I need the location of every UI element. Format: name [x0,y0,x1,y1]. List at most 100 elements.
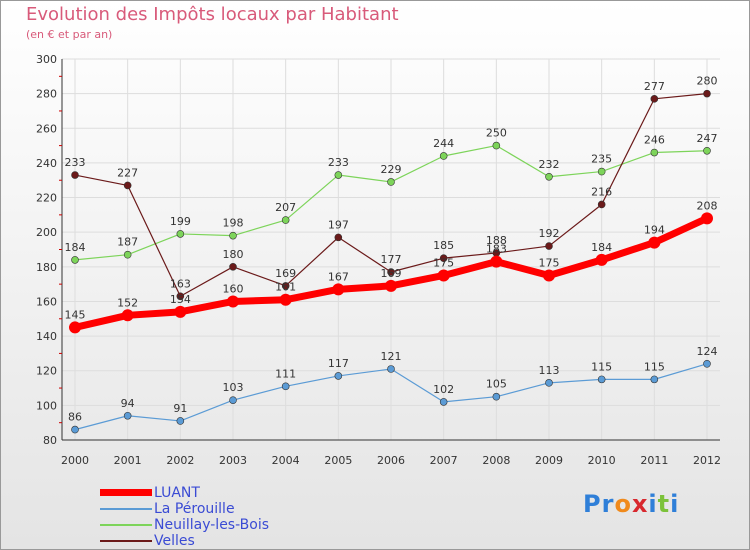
data-point [492,141,501,150]
data-point [597,375,606,384]
data-point [281,216,290,224]
y-tick-label: 260 [36,122,57,135]
data-label: 94 [121,397,135,410]
data-label: 161 [275,281,296,294]
data-point [439,398,448,406]
data-label: 216 [591,185,612,198]
data-label: 113 [539,364,560,377]
data-point [650,148,659,157]
logo-letter: i [670,490,680,518]
data-point [229,263,237,271]
data-point [121,309,134,322]
data-point [385,279,397,292]
data-point [334,372,343,380]
y-tick-label: 220 [36,192,57,205]
x-tick-label: 2008 [482,454,510,467]
data-point [71,171,79,179]
data-label: 152 [117,296,138,309]
proxiti-logo: Proxiti [583,490,679,518]
data-label: 86 [68,411,82,424]
data-label: 102 [433,383,454,396]
data-point [545,242,553,250]
y-tick-label: 100 [36,399,57,412]
data-point [123,250,132,259]
y-tick-label: 180 [36,261,57,274]
data-label: 197 [328,218,349,231]
data-label: 233 [328,156,349,169]
data-label: 227 [117,166,138,179]
data-label: 121 [381,350,402,363]
x-tick-label: 2000 [61,454,89,467]
data-point [543,269,555,282]
y-tick-label: 200 [36,226,57,239]
chart-title: Evolution des Impôts locaux par Habitant [26,4,399,25]
data-point [387,268,395,276]
data-point [492,392,501,401]
x-tick-label: 2001 [114,454,142,467]
data-point [123,181,132,190]
data-label: 163 [170,277,191,290]
data-point [545,379,553,387]
data-label: 154 [170,293,191,306]
data-point [334,233,343,242]
x-tick-label: 2011 [640,454,668,467]
legend-swatch [100,524,152,526]
legend-swatch [100,540,152,542]
data-label: 105 [486,378,507,391]
data-label: 187 [117,236,138,249]
x-tick-label: 2003 [219,454,247,467]
data-label: 169 [381,267,402,280]
data-label: 169 [275,267,296,280]
data-label: 207 [275,201,296,214]
data-point [490,255,503,268]
data-point [71,425,79,434]
data-point [71,256,79,264]
y-tick-label: 280 [36,88,57,101]
legend-label: LUANT [154,485,200,501]
legend-label: La Pérouille [154,501,235,517]
data-label: 247 [697,132,718,145]
chart-subtitle: (en € et par an) [26,28,113,41]
data-label: 180 [223,248,244,261]
data-point [281,282,290,290]
data-label: 277 [644,80,665,93]
data-label: 229 [381,163,402,176]
x-tick-label: 2007 [430,454,458,467]
logo-letter: P [583,490,602,518]
data-point [229,231,237,240]
data-label: 244 [433,137,454,150]
data-label: 246 [644,134,665,147]
data-point [437,269,450,282]
data-label: 175 [539,256,560,269]
data-label: 184 [65,241,86,254]
legend-swatch [100,489,152,496]
x-tick-label: 2012 [693,454,721,467]
y-tick-label: 120 [36,365,57,378]
data-point [439,152,448,160]
legend-label: Velles [154,533,195,549]
data-point [174,305,187,318]
data-label: 233 [65,156,86,169]
data-point [227,295,239,308]
data-point [650,95,659,103]
data-label: 198 [223,217,244,230]
data-label: 208 [697,199,718,212]
data-label: 145 [65,308,86,321]
data-point [703,146,711,155]
data-label: 184 [591,241,612,254]
x-tick-label: 2010 [588,454,616,467]
data-point [650,375,659,384]
data-label: 175 [433,256,454,269]
x-tick-label: 2005 [324,454,352,467]
x-tick-label: 2004 [272,454,300,467]
data-point [387,178,395,186]
data-label: 111 [275,367,296,380]
data-point [387,365,395,373]
data-point [123,411,132,420]
data-label: 160 [223,282,244,295]
data-point [545,172,553,181]
x-tick-label: 2006 [377,454,405,467]
data-point [281,382,290,391]
